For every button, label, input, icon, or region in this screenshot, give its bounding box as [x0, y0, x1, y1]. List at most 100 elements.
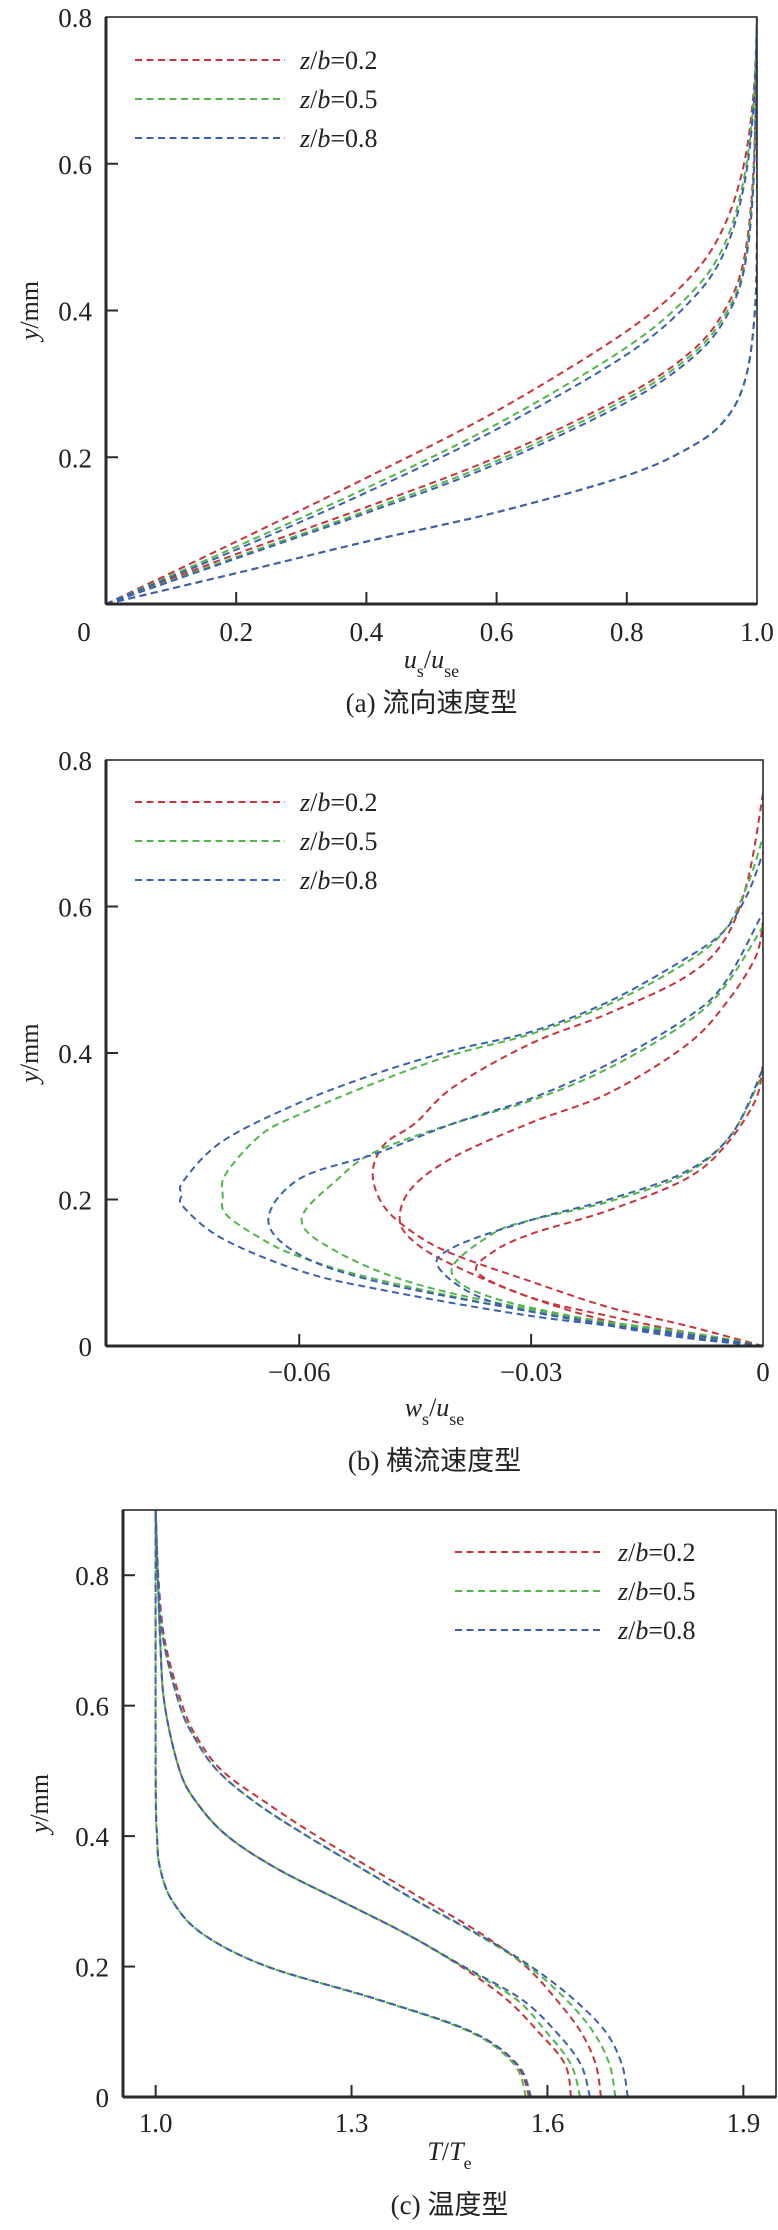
y-tick-label: 0.4 [58, 1039, 92, 1069]
legend-label-part: 8 [365, 124, 378, 153]
series-1-curve-0 [106, 16, 757, 604]
legend-label: z/b=0.2 [617, 1538, 696, 1567]
legend-label-part: z [299, 124, 310, 153]
y-tick-label: 0.2 [75, 1953, 109, 1983]
legend-label-part: 0 [345, 827, 358, 856]
legend: z/b=0.2z/b=0.5z/b=0.8 [455, 1538, 696, 1645]
legend-label-part: . [358, 124, 365, 153]
x-axis-label: T/Te [427, 2137, 471, 2173]
legend-label-part: z [299, 788, 310, 817]
label-part: e [464, 2153, 472, 2173]
chart-panel-c: 1.0 1.3 1.6 1.900.20.40.60.8T/Tey/mmz/b=0.2… [25, 1509, 777, 2220]
legend-label-part: 0 [345, 46, 358, 75]
legend-label-part: 8 [683, 1616, 696, 1645]
label-part: / [424, 645, 432, 674]
legend-label-part: / [310, 46, 318, 75]
label-part: / [429, 1393, 437, 1422]
legend-label-part: b [317, 788, 330, 817]
legend-label-part: z [299, 866, 310, 895]
series-1-curve-0 [154, 1509, 617, 2097]
legend-label-part: / [310, 788, 318, 817]
legend-label: z/b=0.5 [299, 85, 378, 114]
legend-label-part: 0 [663, 1616, 676, 1645]
y-tick-label: 0 [96, 2083, 110, 2113]
legend-label-part: = [648, 1577, 663, 1606]
x-tick-label: 1.0 [139, 2108, 173, 2138]
chart-panel-a: 0 0.2 0.4 0.6 0.8 1.00.20.40.60.8us/usey/mmz/… [15, 3, 774, 718]
x-tick-label: 0 [756, 1357, 770, 1387]
legend-label-part: 5 [365, 827, 378, 856]
series-0-curve-0 [371, 793, 763, 1346]
legend-label-part: . [676, 1616, 683, 1645]
legend-label: z/b=0.8 [299, 124, 378, 153]
legend-label-part: 0 [663, 1538, 676, 1567]
legend-label-part: . [358, 46, 365, 75]
legend-label-part: / [628, 1538, 636, 1567]
legend-label-part: z [299, 827, 310, 856]
y-tick-label: 0.8 [75, 1561, 109, 1591]
legend-label-part: = [330, 788, 345, 817]
series-0-curve-2 [475, 1063, 763, 1346]
x-tick-label: 0 [77, 617, 91, 647]
legend-label-part: . [358, 85, 365, 114]
series-0-curve-0 [154, 1509, 602, 2097]
label-part: T [427, 2137, 443, 2166]
y-axis-label: y/mm [25, 1774, 54, 1836]
y-tick-label: 0.4 [75, 1822, 109, 1852]
x-tick-label: 1.6 [531, 2108, 565, 2138]
legend-label-part: = [648, 1616, 663, 1645]
label-part: s [422, 1409, 429, 1429]
legend-label-part: 0 [345, 866, 358, 895]
x-tick-label: 0.2 [219, 617, 253, 647]
x-tick-label: 0.4 [350, 617, 384, 647]
legend-label-part: z [299, 46, 310, 75]
y-axis-label: y/mm [15, 281, 44, 343]
panel-caption: (a) 流向速度型 [346, 688, 518, 718]
label-part: w [405, 1393, 423, 1422]
legend-label-part: 5 [683, 1577, 696, 1606]
legend-label-part: b [317, 827, 330, 856]
label-part: u [404, 645, 417, 674]
legend-label-part: 0 [345, 85, 358, 114]
legend-label-part: = [330, 85, 345, 114]
x-tick-label: −0.03 [500, 1357, 562, 1387]
series-2-curve-2 [106, 17, 757, 604]
legend-label-part: = [330, 46, 345, 75]
x-tick-label: 0.6 [480, 617, 514, 647]
legend-label-part: / [310, 827, 318, 856]
legend-label-part: 5 [365, 85, 378, 114]
label-part: / [442, 2137, 450, 2166]
legend-label-part: . [358, 866, 365, 895]
series-2-curve-0 [178, 852, 763, 1346]
legend-label-part: = [330, 827, 345, 856]
legend-label-part: b [317, 124, 330, 153]
series-1-curve-1 [106, 16, 757, 604]
legend-label: z/b=0.8 [617, 1616, 696, 1645]
legend-label-part: 2 [365, 46, 378, 75]
label-part: /mm [25, 1774, 54, 1822]
chart-panel-b: −0.06 −0.03 000.20.40.60.8ws/usey/mmz/b=0.… [15, 746, 770, 1476]
legend-label-part: b [635, 1538, 648, 1567]
label-part: y [15, 328, 44, 343]
label-part: u [436, 1393, 449, 1422]
legend-label-part: 0 [345, 124, 358, 153]
legend-label-part: / [310, 85, 318, 114]
legend-label-part: 0 [663, 1577, 676, 1606]
label-part: y [15, 1071, 44, 1086]
label-part: s [417, 661, 424, 681]
y-tick-label: 0.4 [58, 297, 92, 327]
legend-label-part: / [310, 124, 318, 153]
label-part: y [25, 1821, 54, 1836]
y-tick-label: 0 [79, 1332, 93, 1362]
panel-caption: (b) 横流速度型 [348, 1446, 521, 1476]
legend-label-part: 2 [365, 788, 378, 817]
series-2-curve-2 [435, 1067, 763, 1346]
legend-label-part: 0 [345, 788, 358, 817]
series-2-curve-0 [106, 16, 757, 604]
legend-label-part: = [330, 124, 345, 153]
legend-label-part: b [635, 1577, 648, 1606]
x-tick-label: −0.06 [268, 1357, 330, 1387]
panel-caption: (c) 温度型 [391, 2190, 509, 2220]
series-1-curve-0 [220, 836, 763, 1346]
series-1-curve-2 [106, 17, 757, 604]
